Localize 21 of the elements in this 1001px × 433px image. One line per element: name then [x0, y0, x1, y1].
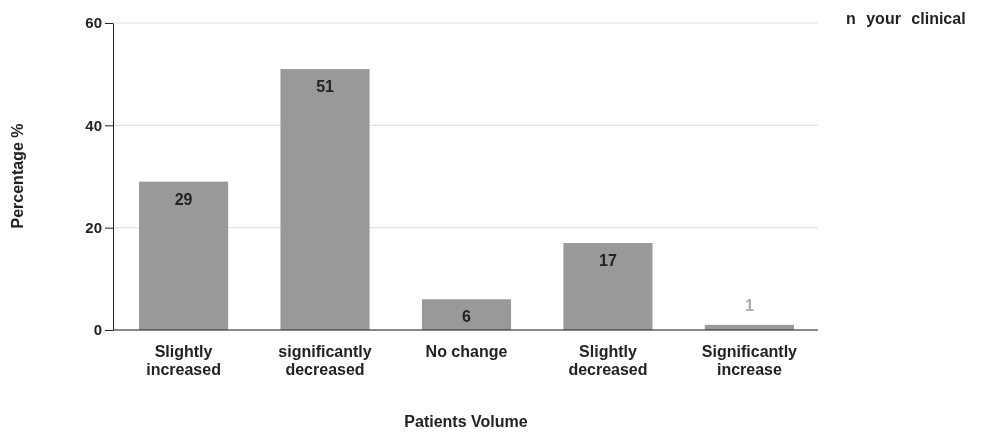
y-tick-label: 0	[93, 321, 102, 339]
data-label: 1	[744, 296, 754, 314]
data-label: 17	[599, 252, 617, 270]
y-tick-label: 20	[85, 218, 102, 236]
x-tick-label: Slightly decreased	[568, 343, 648, 378]
bar	[563, 243, 653, 330]
bar	[280, 69, 370, 330]
data-label: 29	[174, 190, 193, 208]
x-tick-label: Slightly increased	[146, 343, 221, 378]
data-label: 51	[316, 78, 335, 96]
x-axis-title: Patients Volume	[404, 413, 528, 430]
x-tick-label: Significantly increase	[701, 343, 798, 378]
bar	[139, 181, 229, 330]
y-tick-label: 60	[85, 14, 102, 32]
data-label: 6	[462, 308, 472, 326]
x-tick-label: significantly decreased	[278, 343, 372, 378]
x-tick-label: No change	[425, 343, 508, 360]
bar	[421, 299, 512, 330]
text: n your clinical	[846, 10, 966, 27]
y-axis-title: Percentage %	[9, 123, 26, 229]
y-tick-label: 40	[85, 116, 102, 134]
